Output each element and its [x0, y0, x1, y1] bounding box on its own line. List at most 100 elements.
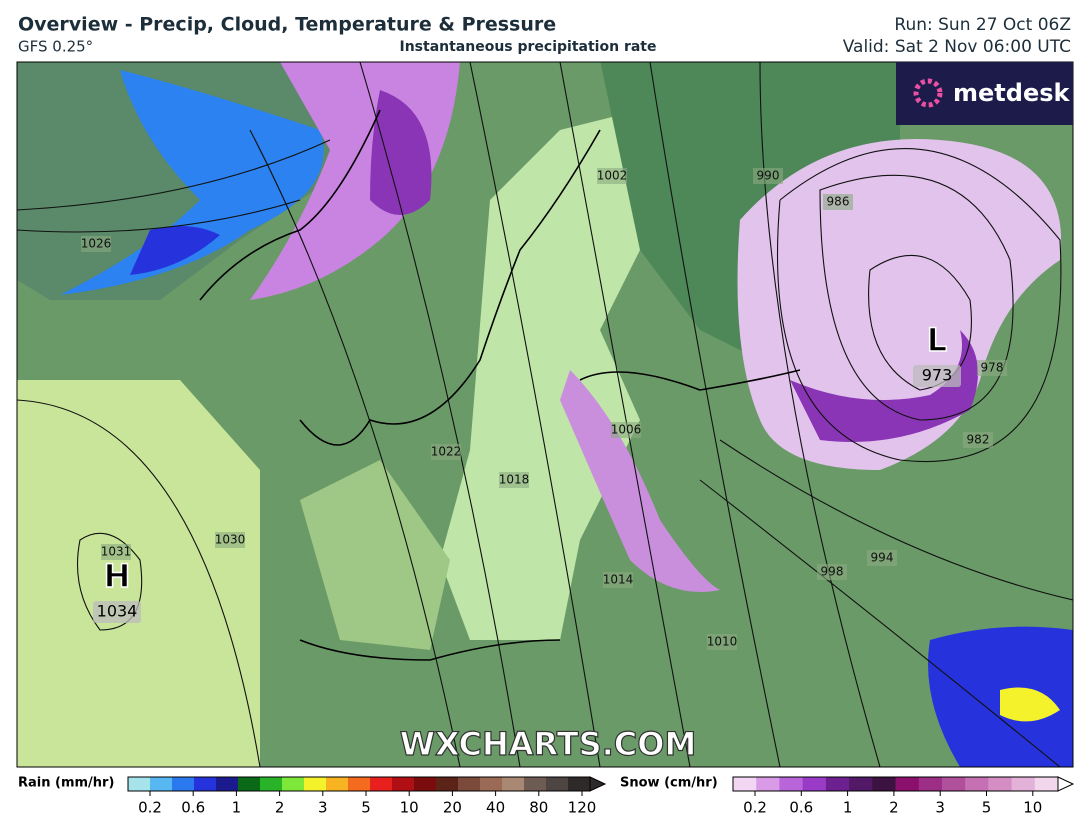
- pressure-symbol: H: [104, 557, 131, 595]
- pressure-value-bg: [93, 601, 141, 623]
- map-frame: [16, 61, 1074, 768]
- snow-tick-label: 1: [843, 799, 853, 817]
- isobar-label-bg: [977, 360, 1007, 376]
- snow-tick-label: 10: [1023, 799, 1042, 817]
- rain-band: [60, 70, 324, 295]
- map-labels: 1026 1031 1030 1022 1018 1006 1002 990 986 978 982…: [81, 168, 1007, 650]
- isobar-label-bg: [867, 550, 897, 566]
- rain-swatch: [458, 777, 481, 791]
- isobar-label-bg: [597, 168, 627, 184]
- rain-tick-label: 0.6: [181, 799, 205, 817]
- isobar-label-bg: [499, 472, 529, 488]
- rain-bar-arrow: [589, 776, 607, 792]
- rain-swatch: [480, 777, 503, 791]
- rain-tick-label: 120: [568, 799, 597, 817]
- isobar-label: 994: [871, 551, 894, 565]
- rain-swatch: [172, 777, 195, 791]
- isobar-label: 1031: [101, 545, 132, 559]
- snow-swatch: [918, 777, 943, 791]
- rain-swatch: [260, 777, 283, 791]
- isobar-label: 990: [757, 169, 780, 183]
- rain-tick-label: 40: [486, 799, 505, 817]
- rain-tick-label: 80: [529, 799, 548, 817]
- baltic-sea: [440, 110, 690, 640]
- rain-swatch: [502, 777, 525, 791]
- isobar-label: 1006: [611, 423, 642, 437]
- rain-swatch: [282, 777, 305, 791]
- watermark: WXCHARTS.COM: [400, 725, 697, 763]
- rain-swatch: [304, 777, 327, 791]
- isobar-label-bg: [823, 194, 853, 210]
- snow-swatch: [756, 777, 780, 791]
- pressure-value-bg: [913, 365, 961, 387]
- snow-swatch: [849, 777, 873, 791]
- rain-swatch: [326, 777, 349, 791]
- snow-swatch: [988, 777, 1013, 791]
- snow-swatch: [872, 777, 896, 791]
- brand-box: [896, 62, 1073, 125]
- rain-swatch: [348, 777, 371, 791]
- snow-tick-label: 2: [889, 799, 899, 817]
- rain-swatch: [216, 777, 239, 791]
- rain-tick-label: 10: [400, 799, 419, 817]
- isobar-label-bg: [963, 432, 993, 448]
- rain-tick-label: 5: [361, 799, 371, 817]
- snow-swatch: [779, 777, 804, 791]
- isobar-label-bg: [101, 544, 131, 560]
- isobar-label: 1018: [499, 473, 530, 487]
- rain-swatch: [568, 777, 591, 791]
- isobar-label: 978: [981, 361, 1004, 375]
- rain-swatch: [150, 777, 173, 791]
- rain-core: [130, 226, 220, 275]
- snow-swatch: [802, 777, 827, 791]
- snow-swatch: [941, 777, 966, 791]
- high-pressure-area: [17, 380, 260, 767]
- pressure-value: 973: [922, 366, 953, 385]
- rain-tick-label: 3: [318, 799, 328, 817]
- isobar-label: 1002: [597, 169, 628, 183]
- rain-tick-label: 0.2: [138, 799, 162, 817]
- rain-swatch: [194, 777, 217, 791]
- rain-swatch: [238, 777, 261, 791]
- rain-swatch: [436, 777, 459, 791]
- rain-tick-label: 2: [275, 799, 285, 817]
- rain-legend-label: Rain (mm/hr): [18, 776, 114, 791]
- isobar-label: 986: [827, 195, 850, 209]
- rain-swatch: [370, 777, 393, 791]
- rain-swatch: [392, 777, 415, 791]
- snow-core-low: [790, 330, 978, 442]
- isobar-label-bg: [603, 572, 633, 588]
- snow-swatch: [965, 777, 989, 791]
- isobar-label-bg: [707, 634, 737, 650]
- snow-swatch: [1011, 777, 1036, 791]
- rain-swatch: [128, 777, 151, 791]
- snow-tick-label: 5: [982, 799, 992, 817]
- rain-tick-label: 20: [443, 799, 462, 817]
- snow-legend-label: Snow (cm/hr): [620, 776, 718, 791]
- isobar-label-bg: [611, 422, 641, 438]
- coastlines: [199, 109, 801, 661]
- rain-swatch: [414, 777, 437, 791]
- rain-swatch: [524, 777, 547, 791]
- isobar-label-bg: [215, 532, 245, 548]
- pressure-value: 1034: [97, 602, 138, 621]
- legends: 0.2 0.6 1 2 3 5 10 20 40 80 120 0.2 0.6 1 2 3 5 10: [127, 776, 1075, 817]
- snow-core-norway: [370, 90, 432, 215]
- brand-icon: [913, 78, 943, 108]
- isobar-label: 982: [967, 433, 990, 447]
- isobar-label: 998: [821, 565, 844, 579]
- brand-name: metdesk: [953, 79, 1071, 107]
- isobar-label: 1014: [603, 573, 634, 587]
- isobar-label-bg: [753, 168, 783, 184]
- isobar-label: 1030: [215, 533, 246, 547]
- snow-low: [737, 139, 1062, 470]
- snow-swatch: [825, 777, 850, 791]
- snow-swatch: [1034, 777, 1059, 791]
- isobar-label: 1010: [707, 635, 738, 649]
- subtitle: Instantaneous precipitation rate: [400, 39, 657, 55]
- snow-tick-label: 3: [935, 799, 945, 817]
- valid-time: Valid: Sat 2 Nov 06:00 UTC: [843, 37, 1071, 57]
- pressure-symbol: L: [927, 321, 947, 359]
- snow-swatch: [733, 777, 757, 791]
